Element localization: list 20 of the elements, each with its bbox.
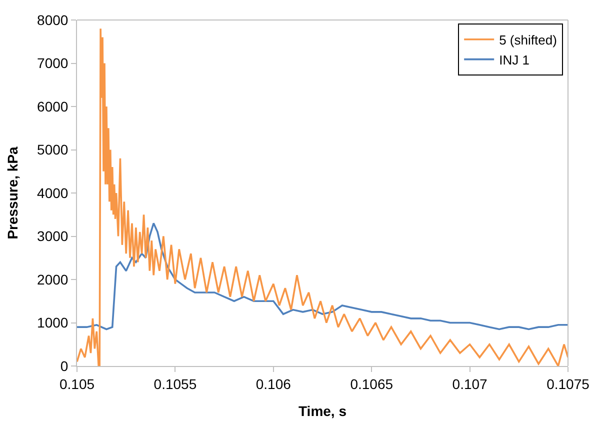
y-tick-label: 5000 (37, 142, 68, 158)
line-series (77, 222, 568, 330)
y-tick-label: 0 (60, 358, 68, 374)
y-tick-label: 7000 (37, 55, 68, 72)
y-tick-label: 6000 (37, 98, 68, 114)
x-axis-title: Time, s (298, 403, 347, 420)
x-tick-label: 0.107 (452, 376, 488, 392)
x-tick-label: 0.106 (256, 376, 292, 392)
legend-label: 5 (shifted) (499, 32, 557, 48)
y-tick-label: 3000 (37, 228, 68, 244)
y-tick-label: 2000 (37, 271, 68, 288)
x-tick-label: 0.1055 (154, 376, 197, 392)
x-tick-label: 0.105 (59, 376, 95, 392)
y-tick-label: 1000 (37, 314, 68, 331)
y-tick-label: 8000 (37, 12, 68, 28)
y-axis-title: Pressure, kPa (4, 146, 21, 240)
x-tick-label: 0.1075 (546, 376, 590, 392)
x-tick-label: 0.1065 (350, 376, 394, 392)
legend-label: INJ 1 (499, 52, 530, 68)
y-tick-label: 4000 (37, 184, 68, 201)
